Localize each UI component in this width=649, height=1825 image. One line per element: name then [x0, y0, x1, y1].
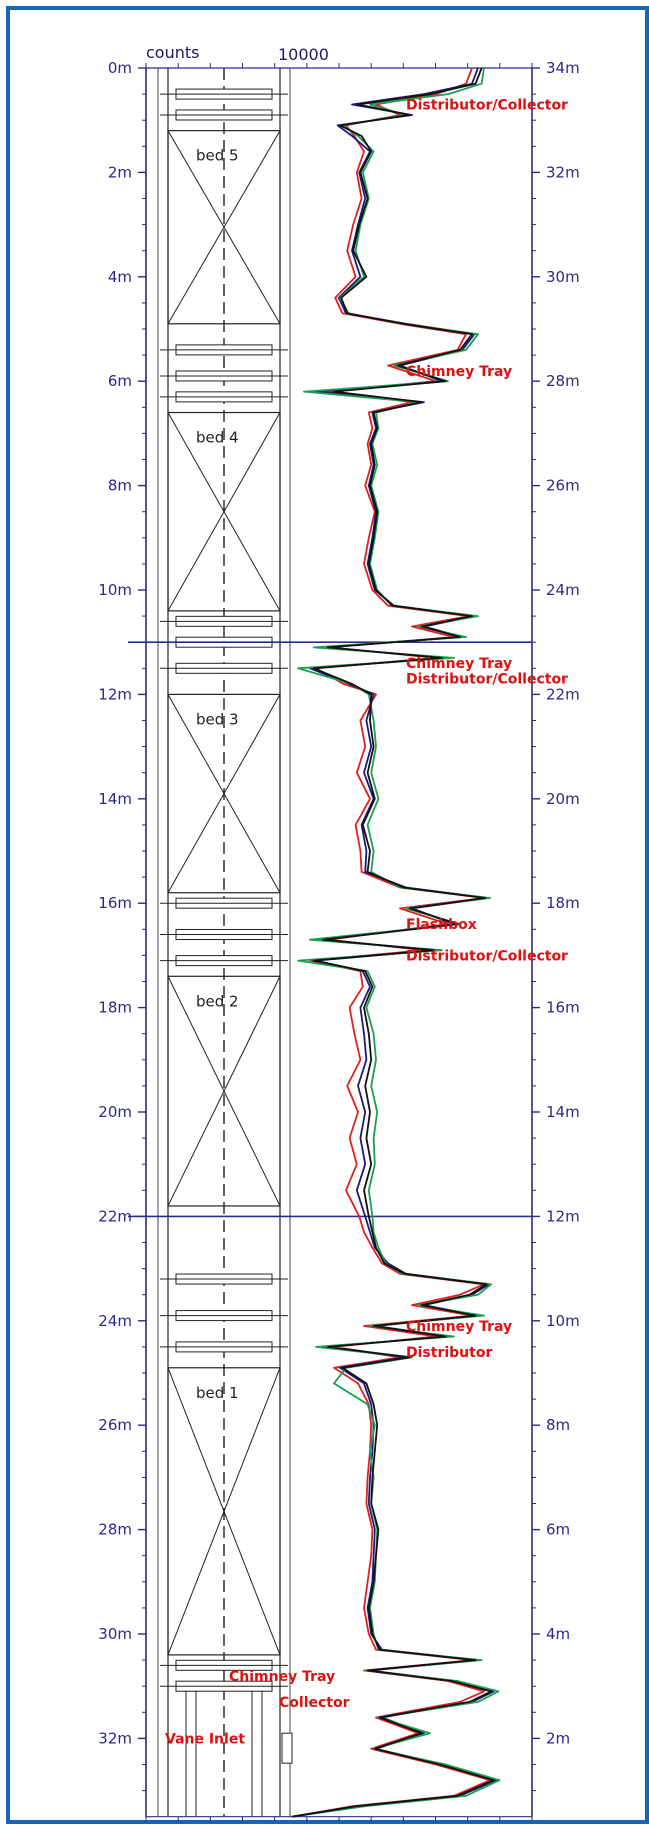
- left-tick-label: 8m: [108, 477, 132, 495]
- bed-label: bed 1: [196, 1384, 239, 1402]
- left-tick-label: 24m: [98, 1312, 132, 1330]
- annotation-label: Distributor/Collector: [406, 98, 568, 114]
- right-tick-label: 14m: [546, 1103, 580, 1121]
- chart-frame: [6, 6, 649, 1824]
- axes: 0m 2m 4m 6m 8m 10m 12m 14m 16m 18m 20m 22m 24m 26m 28m…: [98, 43, 580, 1822]
- bed-label: bed 2: [196, 992, 239, 1010]
- annotation-label: Chimney Tray: [406, 364, 512, 380]
- series-line: [291, 67, 491, 1818]
- left-tick-label: 26m: [98, 1416, 132, 1434]
- left-tick-label: 28m: [98, 1521, 132, 1539]
- left-tick-label: 2m: [108, 163, 132, 181]
- counts-label: counts: [146, 43, 199, 62]
- bed-outline: [167, 1367, 281, 1656]
- left-tick-label: 16m: [98, 894, 132, 912]
- annotation-label: Distributor/Collector: [406, 672, 568, 688]
- right-tick-label: 28m: [546, 372, 580, 390]
- left-tick-label: 4m: [108, 268, 132, 286]
- bed-cross: [167, 976, 281, 1207]
- annotation-label: Chimney Tray: [406, 1319, 512, 1335]
- bed-cross: [167, 694, 281, 894]
- right-tick-label: 8m: [546, 1416, 570, 1434]
- left-tick-label: 18m: [98, 999, 132, 1017]
- left-tick-label: 12m: [98, 685, 132, 703]
- right-tick-label: 34m: [546, 59, 580, 77]
- annotation-label: Chimney Tray: [406, 656, 512, 672]
- left-tick-label: 6m: [108, 372, 132, 390]
- bed-outline: [167, 693, 281, 894]
- annotation-label: Distributor/Collector: [406, 948, 568, 964]
- series-line: [291, 67, 495, 1818]
- bed-outline: [167, 975, 281, 1207]
- left-tick-label: 22m: [98, 1207, 132, 1225]
- bed-cross: [167, 130, 281, 325]
- bed-cross: [167, 412, 281, 612]
- bed-outline: [167, 411, 281, 612]
- annotation-label: Collector: [279, 1695, 350, 1711]
- bed-cross: [167, 1367, 281, 1656]
- annotation-label: Chimney Tray: [229, 1669, 335, 1685]
- left-tick-label: 30m: [98, 1625, 132, 1643]
- left-tick-label: 0m: [108, 59, 132, 77]
- column-schematic: bed 5 bed 4 bed 3 bed 2 bed 1: [157, 68, 293, 1817]
- right-tick-label: 18m: [546, 894, 580, 912]
- left-tick-label: 20m: [98, 1103, 132, 1121]
- right-tick-label: 6m: [546, 1521, 570, 1539]
- series-lines: [291, 67, 501, 1818]
- left-tick-label: 10m: [98, 581, 132, 599]
- scale-max-label: 10000: [278, 45, 329, 64]
- bed-label: bed 3: [196, 710, 239, 728]
- right-tick-label: 2m: [546, 1729, 570, 1747]
- bed-outline: [167, 130, 281, 325]
- right-tick-label: 32m: [546, 163, 580, 181]
- annotation-label: Distributor: [406, 1345, 492, 1361]
- right-tick-label: 16m: [546, 999, 580, 1017]
- bed-label: bed 4: [196, 429, 239, 447]
- left-tick-label: 32m: [98, 1729, 132, 1747]
- bed-label: bed 5: [196, 147, 239, 165]
- annotation-label: Flashbox: [406, 917, 477, 933]
- right-tick-label: 4m: [546, 1625, 570, 1643]
- series-line: [291, 67, 501, 1818]
- right-tick-label: 26m: [546, 477, 580, 495]
- right-tick-label: 30m: [546, 268, 580, 286]
- right-tick-label: 12m: [546, 1207, 580, 1225]
- right-tick-label: 22m: [546, 685, 580, 703]
- right-tick-label: 10m: [546, 1312, 580, 1330]
- right-tick-label: 24m: [546, 581, 580, 599]
- right-tick-label: 20m: [546, 790, 580, 808]
- annotation-label: Vane Inlet: [165, 1731, 245, 1747]
- inlet-nozzle: [281, 1732, 293, 1764]
- left-tick-label: 14m: [98, 790, 132, 808]
- series-line: [291, 67, 497, 1818]
